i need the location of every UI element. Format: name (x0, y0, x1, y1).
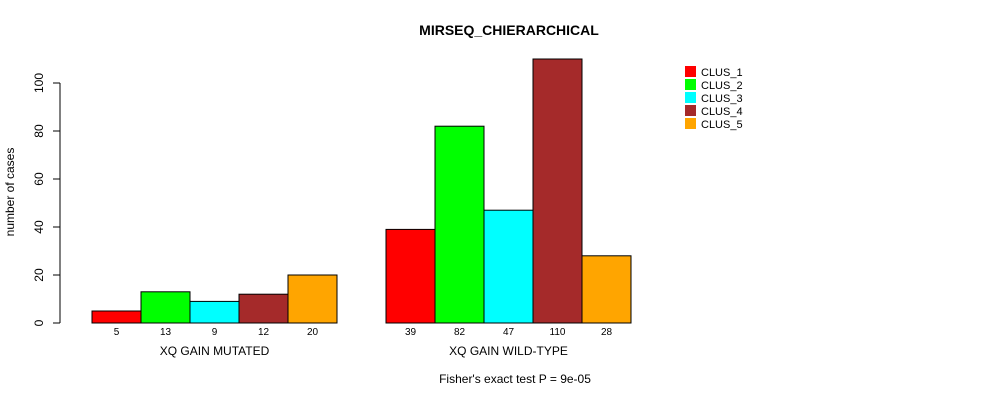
y-tick-label: 20 (32, 268, 46, 282)
bar (140, 291, 191, 324)
bar-value-label: 28 (601, 327, 613, 338)
bar (581, 255, 632, 324)
bar (287, 274, 338, 324)
group-label: XQ GAIN WILD-TYPE (449, 344, 568, 358)
bar-value-label: 9 (212, 327, 218, 338)
bar (91, 310, 142, 324)
legend-swatch (685, 66, 696, 77)
y-tick-label: 0 (32, 319, 46, 326)
legend-swatch (685, 92, 696, 103)
bar-value-labels: 5 13 9 12 20 39 82 47 110 28 (114, 327, 613, 338)
bar (434, 125, 485, 324)
y-axis: 0 20 40 60 80 100 (32, 73, 61, 326)
bar-value-label: 13 (160, 327, 172, 338)
legend-label: CLUS_5 (701, 119, 743, 131)
legend-label: CLUS_3 (701, 93, 743, 105)
legend-label: CLUS_4 (701, 106, 743, 118)
y-tick-label: 40 (32, 220, 46, 234)
y-axis-label: number of cases (3, 148, 17, 237)
footnote: Fisher's exact test P = 9e-05 (439, 372, 591, 386)
group-labels: XQ GAIN MUTATED XQ GAIN WILD-TYPE (160, 344, 568, 358)
y-tick-label: 60 (32, 172, 46, 186)
bar-value-label: 5 (114, 327, 120, 338)
legend-swatch (685, 105, 696, 116)
bar (189, 300, 240, 324)
y-tick-label: 100 (32, 73, 46, 93)
bar (238, 293, 289, 324)
legend-swatch (685, 118, 696, 129)
legend-swatch (685, 79, 696, 90)
bars (91, 58, 632, 324)
bar-value-label: 20 (307, 327, 319, 338)
bar (385, 228, 436, 324)
bar (532, 58, 583, 324)
group-label: XQ GAIN MUTATED (160, 344, 270, 358)
bar-value-label: 110 (550, 327, 566, 338)
bar-value-label: 47 (503, 327, 515, 338)
bar-value-label: 82 (454, 327, 466, 338)
bar-value-label: 12 (258, 327, 270, 338)
y-tick-label: 80 (32, 124, 46, 138)
legend-label: CLUS_1 (701, 67, 743, 79)
legend-label: CLUS_2 (701, 80, 743, 92)
bar (483, 209, 534, 324)
bar-value-label: 39 (405, 327, 417, 338)
chart-title: MIRSEQ_CHIERARCHICAL (419, 22, 599, 38)
